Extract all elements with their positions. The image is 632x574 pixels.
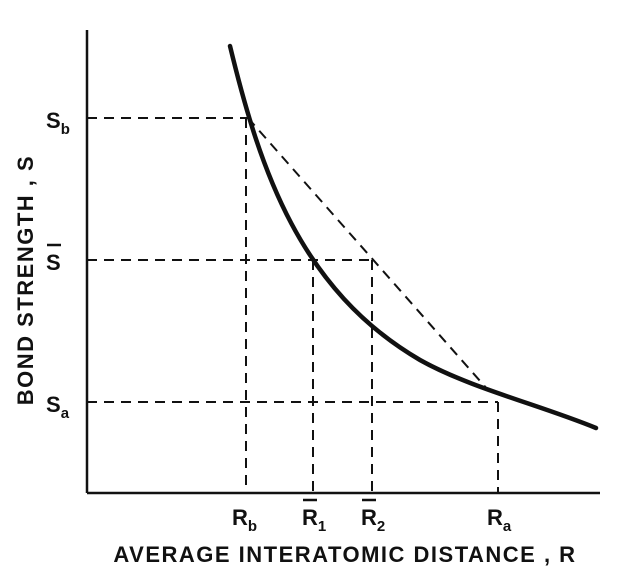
y-tick-sbar: S xyxy=(46,243,61,275)
x-tick-ra-sub: a xyxy=(503,518,512,535)
svg-text:Sa: Sa xyxy=(46,392,70,422)
x-axis-title: AVERAGE INTERATOMIC DISTANCE , R xyxy=(113,542,576,567)
svg-text:Sb: Sb xyxy=(46,108,70,138)
x-tick-rb-main: R xyxy=(232,505,248,530)
svg-text:Ra: Ra xyxy=(487,505,512,535)
y-tick-sa: Sa xyxy=(46,392,70,422)
x-tick-ra: Ra xyxy=(487,505,512,535)
svg-text:S: S xyxy=(46,250,61,275)
y-tick-sa-main: S xyxy=(46,392,61,417)
chord-line xyxy=(247,117,489,391)
y-tick-sb-main: S xyxy=(46,108,61,133)
x-tick-r2-main: R xyxy=(361,505,377,530)
y-axis-title: BOND STRENGTH , S xyxy=(13,155,38,405)
x-tick-rb: Rb xyxy=(232,505,257,535)
x-tick-ra-main: R xyxy=(487,505,503,530)
y-tick-sbar-main: S xyxy=(46,250,61,275)
bond-strength-curve xyxy=(227,43,599,431)
x-tick-r1: R1 xyxy=(302,498,326,535)
x-tick-rb-sub: b xyxy=(248,518,257,535)
x-tick-r1-main: R xyxy=(302,505,318,530)
y-tick-sa-sub: a xyxy=(61,405,70,422)
x-tick-r1-sub: 1 xyxy=(318,518,326,535)
x-tick-r2: R2 xyxy=(361,498,385,535)
svg-text:R2: R2 xyxy=(361,505,385,535)
y-tick-sb: Sb xyxy=(46,108,70,138)
y-tick-sb-sub: b xyxy=(61,121,70,138)
svg-text:R1: R1 xyxy=(302,505,326,535)
x-tick-r2-sub: 2 xyxy=(377,518,385,535)
svg-text:Rb: Rb xyxy=(232,505,257,535)
